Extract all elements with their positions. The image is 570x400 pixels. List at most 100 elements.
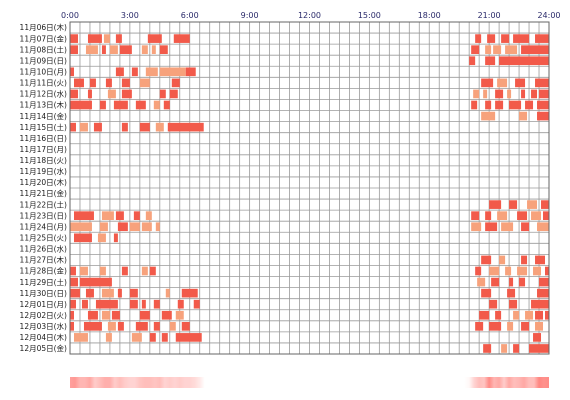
activity-bar	[485, 222, 498, 232]
activity-bar	[481, 78, 494, 88]
activity-bar	[101, 45, 106, 54]
day-label: 12月05日(金)	[20, 343, 68, 353]
day-label: 11月29日(土)	[20, 277, 68, 287]
activity-bar	[79, 277, 112, 287]
activity-bar	[531, 89, 538, 99]
activity-bar	[493, 45, 502, 54]
activity-bar	[173, 34, 190, 43]
activity-bar	[79, 266, 88, 276]
day-label: 11月07日(金)	[20, 33, 68, 43]
activity-bar	[505, 266, 512, 276]
activity-bar	[533, 266, 542, 276]
day-label: 11月20日(木)	[20, 177, 68, 187]
activity-bar	[175, 333, 202, 342]
activity-bar	[185, 67, 196, 77]
x-tick-label: 21:00	[478, 11, 501, 20]
day-label: 11月27日(木)	[20, 255, 68, 265]
activity-bar	[139, 78, 150, 88]
activity-bar	[141, 45, 148, 54]
day-label: 11月26日(水)	[20, 244, 68, 254]
activity-bar	[539, 277, 549, 287]
activity-bar	[177, 299, 184, 309]
activity-bar	[471, 45, 480, 54]
activity-bar	[70, 67, 74, 77]
activity-bar	[525, 100, 534, 110]
plot-border	[69, 21, 550, 355]
activity-bar	[535, 322, 544, 331]
activity-bar	[153, 299, 160, 309]
activity-bar	[70, 277, 78, 287]
activity-bar	[113, 233, 118, 243]
day-label: 11月28日(金)	[20, 266, 68, 276]
grid	[69, 21, 550, 355]
activity-bar	[485, 56, 496, 66]
x-tick-label: 6:00	[181, 11, 199, 20]
activity-bar	[101, 211, 114, 220]
activity-bar	[517, 266, 528, 276]
activity-bar	[535, 310, 544, 320]
x-tick-label: 15:00	[358, 11, 381, 20]
activity-bar	[141, 266, 148, 276]
activity-bar	[101, 288, 114, 298]
activity-bar	[535, 34, 549, 43]
activity-bar	[471, 222, 482, 232]
activity-bar	[483, 344, 492, 353]
activity-bar	[105, 333, 112, 342]
activity-bar	[507, 89, 512, 99]
activity-bar	[129, 222, 140, 232]
day-label: 11月11日(火)	[20, 79, 68, 88]
activity-bar	[141, 222, 152, 232]
activity-bar	[115, 211, 124, 220]
activity-bar	[471, 211, 480, 220]
activity-bar	[483, 89, 488, 99]
day-label: 11月25日(火)	[20, 234, 68, 243]
activity-bar	[129, 299, 138, 309]
activity-bar	[487, 34, 496, 43]
activity-bar	[95, 299, 118, 309]
activity-bar	[73, 211, 94, 220]
activity-bar	[70, 45, 78, 54]
activity-bar	[107, 322, 116, 331]
activity-bar	[117, 288, 122, 298]
activity-bar	[117, 222, 128, 232]
activity-bar	[517, 211, 528, 220]
activity-bar	[155, 222, 160, 232]
activity-bar	[181, 322, 190, 331]
day-label: 11月10日(月)	[20, 68, 68, 77]
activity-bar	[70, 299, 76, 309]
activity-bar	[485, 100, 492, 110]
activity-bar	[501, 34, 510, 43]
day-label: 12月04日(木)	[20, 332, 68, 342]
activity-bar	[73, 333, 88, 342]
activity-bar	[133, 211, 140, 220]
activity-bar	[513, 344, 520, 353]
day-label: 12月03日(水)	[20, 321, 68, 331]
day-label: 11月13日(木)	[20, 100, 68, 110]
activity-bar	[70, 122, 76, 132]
activity-bar	[161, 310, 172, 320]
activity-bar	[121, 266, 128, 276]
activity-bar	[513, 34, 530, 43]
day-label: 11月18日(火)	[20, 156, 68, 165]
x-tick-label: 3:00	[121, 11, 139, 20]
activity-bar	[159, 67, 186, 77]
activity-bar	[481, 288, 492, 298]
activity-bar	[129, 288, 138, 298]
activity-bar	[507, 322, 514, 331]
activity-bar	[70, 89, 78, 99]
activity-bar	[141, 299, 146, 309]
activity-bar	[139, 122, 150, 132]
activity-bar	[135, 322, 148, 331]
activity-bar	[509, 100, 522, 110]
x-axis-ticks: 0:00 3:00 6:00 9:00 12:00 15:00 18:00 21:00 24:0…	[61, 11, 561, 20]
activity-bar	[111, 310, 120, 320]
activity-bar	[83, 322, 102, 331]
day-label: 11月08日(土)	[20, 44, 68, 54]
activity-bar	[149, 333, 156, 342]
activity-bar	[497, 211, 508, 220]
summary-bar	[70, 377, 549, 388]
activity-bar	[85, 288, 94, 298]
activity-bar	[149, 266, 156, 276]
activity-bar	[521, 222, 530, 232]
